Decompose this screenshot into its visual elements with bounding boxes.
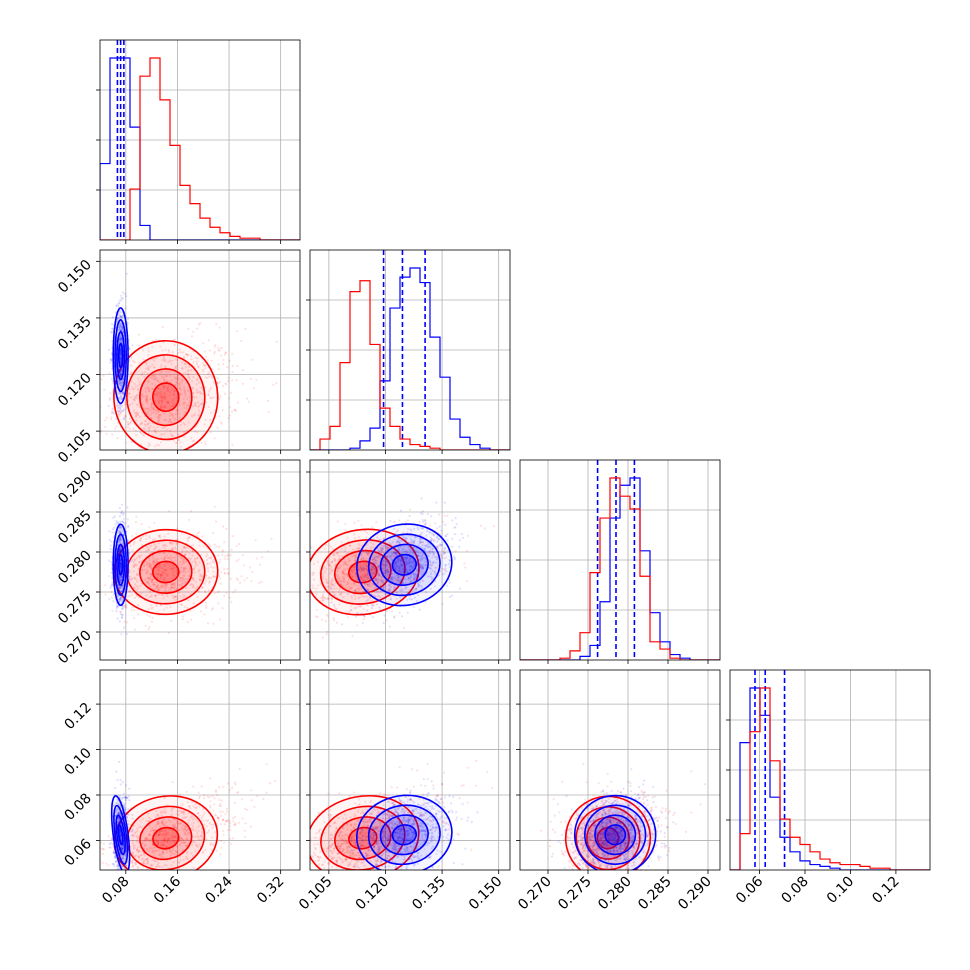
density-contour-series-0: [110, 795, 131, 870]
density-fill: [118, 825, 123, 845]
density-contour-series-0: [117, 553, 124, 576]
density-contour-series-1: [348, 560, 378, 584]
density-contour-series-1: [139, 816, 193, 861]
density-contour-series-1: [126, 354, 206, 441]
density-contour-series-0: [367, 533, 441, 597]
density-contour-series-1: [152, 382, 180, 413]
density-contour-series-0: [379, 543, 429, 586]
density-fill: [126, 540, 205, 604]
histogram-series-0: [520, 477, 720, 660]
density-contour-series-1: [348, 826, 378, 850]
histogram-series-1: [520, 477, 720, 660]
density-contour-series-1: [310, 528, 420, 616]
density-contour-series-1: [152, 560, 180, 584]
density-fill: [140, 817, 192, 860]
density-fill: [380, 815, 429, 855]
sample-points-series-1: [104, 505, 300, 634]
density-fill: [597, 827, 619, 849]
density-fill: [139, 368, 192, 426]
density-contour-series-0: [391, 553, 418, 576]
sample-points-series-1: [310, 759, 494, 870]
density-contour-series-1: [126, 539, 206, 605]
panel-frame: [519, 669, 721, 871]
hist-panel-1: [306, 249, 511, 454]
density-fill: [565, 796, 651, 870]
density-contour-series-1: [320, 805, 406, 870]
density-contour-series-1: [334, 816, 392, 861]
sample-points-series-0: [328, 497, 465, 626]
density-contour-series-0: [112, 523, 129, 607]
density-fill: [126, 354, 205, 440]
density-contour-series-1: [139, 550, 193, 594]
density-fill: [152, 383, 179, 412]
density-contour-series-1: [596, 826, 620, 850]
density-fill: [139, 550, 192, 594]
density-contour-series-1: [152, 826, 180, 850]
density-contour-series-0: [584, 804, 647, 865]
panel-frame: [99, 669, 301, 871]
density-fill: [356, 524, 452, 606]
density-fill: [392, 824, 417, 845]
panel-frame: [99, 459, 301, 661]
density-contour-series-1: [113, 339, 219, 450]
density-contour-series-0: [112, 307, 129, 405]
density-fill: [584, 805, 646, 865]
density-fill: [116, 331, 125, 380]
sample-points-series-0: [550, 768, 676, 870]
density-fill: [111, 795, 130, 870]
histogram-series-1: [310, 280, 510, 450]
density-fill: [392, 554, 417, 575]
scatter-panel-2-1: [306, 459, 511, 664]
density-contour-series-0: [573, 794, 657, 870]
histogram-series-0: [310, 267, 510, 450]
histogram-series-0: [100, 57, 300, 240]
density-fill: [356, 795, 452, 870]
density-contour-series-0: [113, 804, 129, 865]
density-contour-series-0: [604, 824, 627, 846]
density-contour-series-1: [139, 368, 193, 427]
density-fill: [586, 817, 630, 860]
density-contour-series-1: [333, 549, 392, 595]
density-contour-series-0: [355, 794, 453, 870]
density-fill: [594, 815, 636, 855]
density-fill: [113, 529, 218, 615]
density-contour-series-0: [114, 319, 128, 393]
histogram-series-1: [730, 687, 930, 870]
density-contour-series-0: [114, 533, 128, 596]
density-contour-series-0: [116, 543, 126, 586]
panel-frame: [99, 249, 301, 451]
panel-frame: [309, 459, 511, 661]
density-contour-series-0: [379, 814, 429, 856]
hist-panel-2: [516, 459, 721, 664]
hist-panel-0: [96, 39, 301, 244]
density-contour-series-1: [319, 539, 406, 605]
density-contour-series-0: [116, 330, 126, 381]
density-fill: [348, 561, 377, 583]
sample-points-series-1: [100, 322, 278, 450]
histogram-series-1: [100, 57, 300, 240]
panel-frame: [309, 669, 511, 871]
density-contour-series-0: [115, 814, 126, 856]
scatter-panel-3-1: 0.105 0.120 0.135 0.150: [296, 669, 511, 913]
density-fill: [605, 824, 626, 845]
density-contour-series-0: [356, 523, 453, 607]
density-fill: [113, 340, 218, 450]
density-fill: [334, 550, 391, 594]
density-fill: [574, 795, 656, 870]
density-fill: [152, 561, 179, 583]
density-contour-series-0: [594, 814, 637, 856]
density-contour-series-0: [391, 824, 418, 846]
density-fill: [116, 544, 125, 586]
density-fill: [113, 805, 128, 864]
density-contour-series-1: [310, 794, 420, 870]
density-contour-series-0: [117, 824, 124, 846]
density-contour-series-0: [117, 342, 124, 369]
density-fill: [334, 816, 391, 860]
density-fill: [152, 827, 179, 849]
density-fill: [380, 544, 429, 586]
density-contour-series-0: [367, 804, 441, 866]
